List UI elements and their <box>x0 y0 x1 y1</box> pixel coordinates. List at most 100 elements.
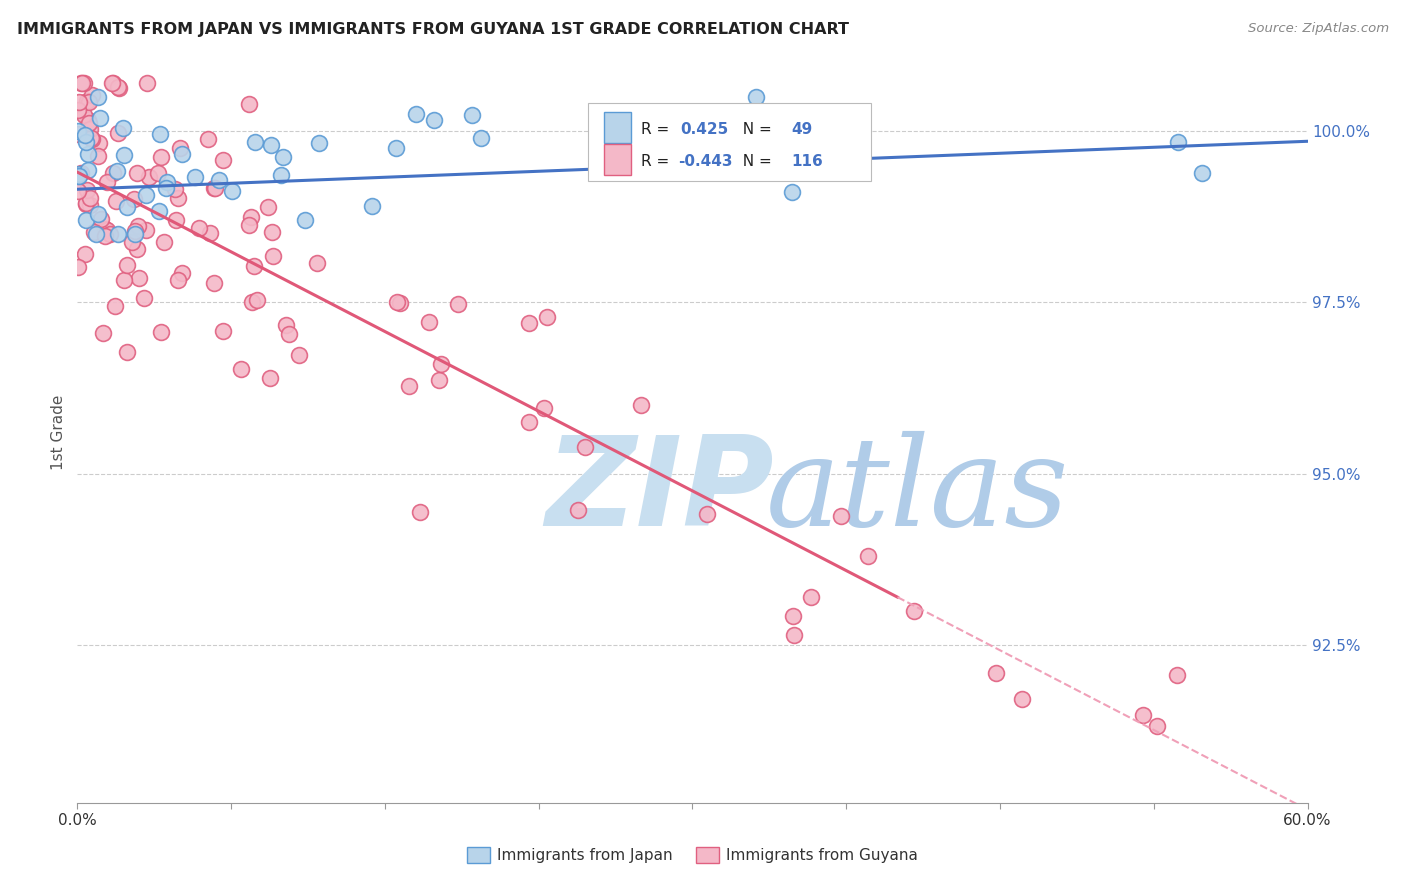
Point <box>66 184 89 198</box>
Point <box>262 225 284 239</box>
Point <box>533 401 555 415</box>
Point <box>305 256 328 270</box>
Point <box>66 260 89 274</box>
Point <box>630 398 652 412</box>
Point <box>1146 718 1168 732</box>
Point <box>744 89 766 103</box>
Point <box>409 505 432 519</box>
Point <box>70 76 93 90</box>
Point <box>107 126 129 140</box>
Point <box>94 221 117 235</box>
Point <box>76 183 98 197</box>
Point <box>202 276 225 290</box>
Point <box>80 131 103 145</box>
Point <box>93 228 115 243</box>
Point <box>288 348 311 362</box>
Point <box>73 76 96 90</box>
Point <box>156 175 179 189</box>
Y-axis label: 1st Grade: 1st Grade <box>51 395 66 470</box>
Point <box>112 272 135 286</box>
Text: R =: R = <box>641 122 679 136</box>
Point <box>188 221 211 235</box>
Point <box>89 112 111 126</box>
Point <box>107 227 129 241</box>
Point <box>135 76 157 90</box>
Point <box>98 227 121 242</box>
Point <box>246 293 269 307</box>
Point <box>858 549 880 563</box>
Point <box>90 211 112 226</box>
Point <box>96 223 118 237</box>
Point <box>67 169 90 184</box>
Text: -0.443: -0.443 <box>678 154 733 169</box>
Point <box>108 81 131 95</box>
Point <box>105 164 128 178</box>
Point <box>405 106 427 120</box>
Legend: Immigrants from Japan, Immigrants from Guyana: Immigrants from Japan, Immigrants from G… <box>461 841 924 869</box>
Point <box>75 196 97 211</box>
Bar <box>605 144 631 175</box>
Point <box>169 140 191 154</box>
Point <box>238 96 260 111</box>
Point <box>903 604 925 618</box>
Point <box>138 169 160 184</box>
FancyBboxPatch shape <box>588 103 870 181</box>
Point <box>603 121 626 136</box>
Point <box>91 326 114 341</box>
Point <box>271 150 294 164</box>
Text: Source: ZipAtlas.com: Source: ZipAtlas.com <box>1249 22 1389 36</box>
Point <box>308 136 330 150</box>
Point <box>830 509 852 524</box>
Point <box>780 185 803 199</box>
Point <box>105 194 128 208</box>
Point <box>76 147 98 161</box>
Point <box>398 379 420 393</box>
Point <box>1191 165 1213 179</box>
Point <box>128 271 150 285</box>
Point <box>79 198 101 212</box>
Point <box>184 170 207 185</box>
Point <box>80 131 103 145</box>
Point <box>66 124 89 138</box>
Point <box>67 128 90 142</box>
Point <box>567 502 589 516</box>
Text: N =: N = <box>733 154 776 169</box>
Point <box>427 373 450 387</box>
Point <box>361 199 384 213</box>
Point <box>202 181 225 195</box>
Text: atlas: atlas <box>766 431 1070 553</box>
Point <box>294 213 316 227</box>
Text: R =: R = <box>641 154 673 169</box>
Point <box>240 295 263 310</box>
Point <box>197 132 219 146</box>
Point <box>517 415 540 429</box>
Point <box>385 141 408 155</box>
Point <box>101 165 124 179</box>
Point <box>536 310 558 325</box>
Point <box>149 127 172 141</box>
Point <box>276 318 298 333</box>
Point <box>165 213 187 227</box>
Point <box>447 296 470 310</box>
Point <box>782 609 804 624</box>
Point <box>70 76 93 90</box>
Point <box>257 200 280 214</box>
Point <box>115 344 138 359</box>
Bar <box>605 112 631 143</box>
Point <box>221 184 243 198</box>
Point <box>270 168 292 182</box>
Point <box>107 79 129 94</box>
Point <box>389 295 412 310</box>
Point <box>124 224 146 238</box>
Point <box>89 136 111 150</box>
Point <box>75 136 97 150</box>
Point <box>259 371 281 385</box>
Text: ZIP: ZIP <box>546 432 773 552</box>
Point <box>77 163 100 178</box>
Point <box>461 108 484 122</box>
Point <box>77 116 100 130</box>
Point <box>127 219 149 233</box>
Point <box>87 207 110 221</box>
Point <box>125 242 148 256</box>
Point <box>166 273 188 287</box>
